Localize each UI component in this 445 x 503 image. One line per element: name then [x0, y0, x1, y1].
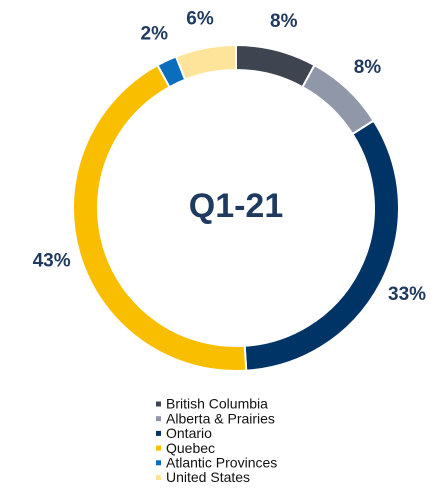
legend-label: British Columbia — [166, 396, 268, 412]
legend-label: Ontario — [166, 425, 212, 441]
data-label: 2% — [141, 23, 169, 44]
legend-label: Alberta & Prairies — [166, 410, 275, 426]
data-label: 33% — [388, 284, 426, 305]
donut-slice — [235, 43, 316, 89]
legend-label: Quebec — [166, 440, 215, 456]
legend-marker — [156, 460, 161, 466]
legend-marker — [156, 401, 161, 407]
legend-marker — [156, 445, 161, 451]
data-label: 6% — [186, 8, 214, 29]
legend-marker — [156, 416, 161, 422]
legend-marker — [156, 475, 161, 480]
legend-marker — [156, 430, 161, 436]
donut-slice — [174, 43, 237, 81]
legend-label: Atlantic Provinces — [166, 455, 277, 471]
data-label: 8% — [354, 57, 382, 78]
donut-slice — [243, 119, 400, 372]
legend-label: United States — [166, 469, 250, 485]
data-label: 43% — [33, 251, 71, 272]
data-label: 8% — [270, 11, 298, 32]
center-label: Q1-21 — [189, 187, 284, 225]
